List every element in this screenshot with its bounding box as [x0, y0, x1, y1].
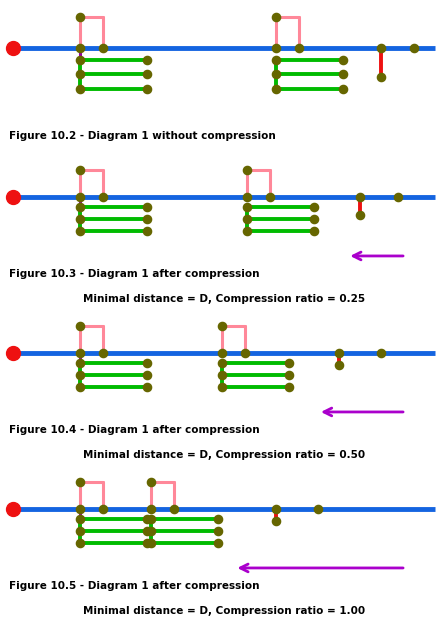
Point	[340, 55, 347, 65]
Point	[273, 69, 280, 79]
Point	[310, 214, 318, 224]
Text: Figure 10.2 - Diagram 1 without compression: Figure 10.2 - Diagram 1 without compress…	[9, 131, 276, 142]
Point	[143, 214, 150, 224]
Point	[76, 84, 83, 94]
Point	[76, 69, 83, 79]
Point	[76, 514, 83, 524]
Point	[99, 43, 106, 53]
Point	[241, 348, 249, 358]
Point	[76, 165, 83, 175]
Point	[76, 43, 83, 53]
Point	[76, 539, 83, 548]
Point	[214, 514, 221, 524]
Point	[76, 370, 83, 380]
Point	[76, 192, 83, 202]
Point	[147, 539, 155, 548]
Point	[394, 192, 401, 202]
Point	[340, 84, 347, 94]
Point	[76, 348, 83, 358]
Point	[243, 227, 250, 236]
Point	[218, 358, 225, 368]
Point	[310, 202, 318, 212]
Point	[76, 383, 83, 392]
Point	[9, 504, 17, 514]
Point	[336, 360, 343, 370]
Point	[143, 69, 150, 79]
Text: Figure 10.3 - Diagram 1 after compression: Figure 10.3 - Diagram 1 after compressio…	[9, 269, 259, 279]
Point	[143, 358, 150, 368]
Text: Minimal distance = D, Compression ratio = 1.00: Minimal distance = D, Compression ratio …	[83, 607, 365, 617]
Point	[218, 321, 225, 331]
Point	[170, 504, 177, 514]
Point	[273, 43, 280, 53]
Point	[310, 227, 318, 236]
Point	[356, 192, 363, 202]
Point	[218, 383, 225, 392]
Text: Minimal distance = D, Compression ratio = 0.25: Minimal distance = D, Compression ratio …	[83, 295, 365, 305]
Text: Figure 10.4 - Diagram 1 after compression: Figure 10.4 - Diagram 1 after compressio…	[9, 425, 259, 435]
Point	[76, 227, 83, 236]
Point	[76, 214, 83, 224]
Point	[76, 526, 83, 536]
Point	[214, 539, 221, 548]
Text: Minimal distance = D, Compression ratio = 0.50: Minimal distance = D, Compression ratio …	[83, 451, 365, 461]
Point	[273, 504, 280, 514]
Point	[143, 526, 150, 536]
Point	[143, 514, 150, 524]
Point	[99, 504, 106, 514]
Point	[214, 526, 221, 536]
Point	[143, 227, 150, 236]
Point	[76, 55, 83, 65]
Text: Figure 10.5 - Diagram 1 after compression: Figure 10.5 - Diagram 1 after compressio…	[9, 581, 259, 591]
Point	[377, 348, 384, 358]
Point	[143, 55, 150, 65]
Point	[356, 210, 363, 220]
Point	[99, 192, 106, 202]
Point	[218, 348, 225, 358]
Point	[143, 539, 150, 548]
Point	[296, 43, 303, 53]
Point	[336, 348, 343, 358]
Point	[147, 526, 155, 536]
Point	[267, 192, 274, 202]
Point	[340, 69, 347, 79]
Point	[76, 477, 83, 487]
Point	[377, 43, 384, 53]
Point	[243, 214, 250, 224]
Point	[143, 383, 150, 392]
Point	[285, 370, 293, 380]
Point	[76, 12, 83, 22]
Point	[76, 358, 83, 368]
Point	[143, 370, 150, 380]
Point	[218, 370, 225, 380]
Point	[243, 202, 250, 212]
Point	[76, 202, 83, 212]
Point	[147, 477, 155, 487]
Point	[76, 504, 83, 514]
Point	[273, 55, 280, 65]
Point	[314, 504, 322, 514]
Point	[147, 504, 155, 514]
Point	[285, 358, 293, 368]
Point	[9, 348, 17, 358]
Point	[377, 72, 384, 82]
Point	[273, 516, 280, 526]
Point	[243, 165, 250, 175]
Point	[147, 514, 155, 524]
Point	[243, 192, 250, 202]
Point	[9, 192, 17, 202]
Point	[411, 43, 418, 53]
Point	[285, 383, 293, 392]
Point	[273, 12, 280, 22]
Point	[99, 348, 106, 358]
Point	[273, 84, 280, 94]
Point	[76, 321, 83, 331]
Point	[9, 43, 17, 53]
Point	[143, 202, 150, 212]
Point	[143, 84, 150, 94]
